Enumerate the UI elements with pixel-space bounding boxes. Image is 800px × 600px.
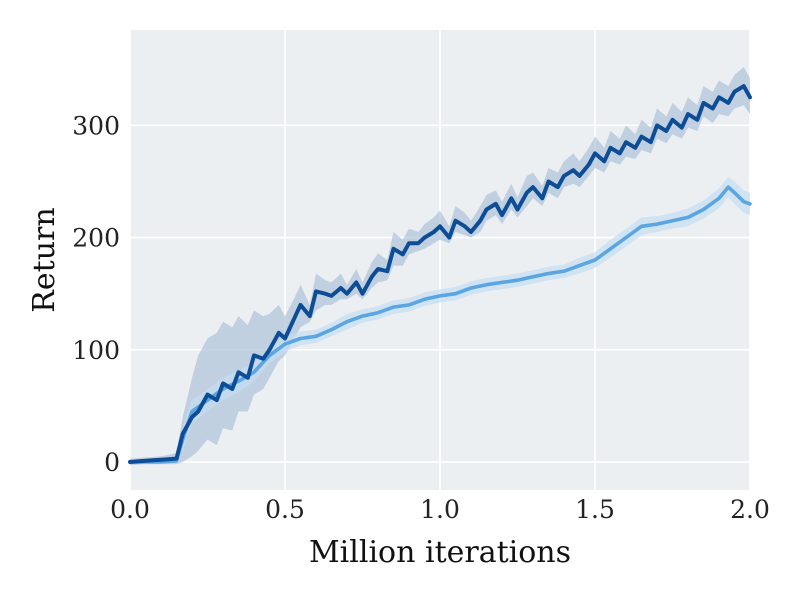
- x-tick-label: 1.5: [575, 495, 615, 524]
- x-axis-label: Million iterations: [309, 535, 571, 570]
- y-tick-label: 100: [72, 336, 120, 365]
- y-tick-label: 0: [104, 448, 120, 477]
- x-tick-label: 0.0: [110, 495, 150, 524]
- x-tick-label: 0.5: [265, 495, 305, 524]
- grid-lines: [129, 30, 751, 490]
- series-lines: [128, 84, 752, 464]
- series-1-line: [128, 185, 752, 464]
- series-0-line: [128, 84, 752, 464]
- y-tick-label: 300: [72, 111, 120, 140]
- y-axis-label: Return: [27, 207, 62, 312]
- x-tick-label: 2.0: [730, 495, 770, 524]
- y-tick-label: 200: [72, 224, 120, 253]
- x-tick-label: 1.0: [420, 495, 460, 524]
- y-tick-labels: 0 100 200 300: [72, 111, 120, 477]
- series-0-band: [130, 67, 750, 466]
- x-tick-labels: 0.0 0.5 1.0 1.5 2.0: [110, 495, 770, 524]
- confidence-bands: [130, 67, 750, 466]
